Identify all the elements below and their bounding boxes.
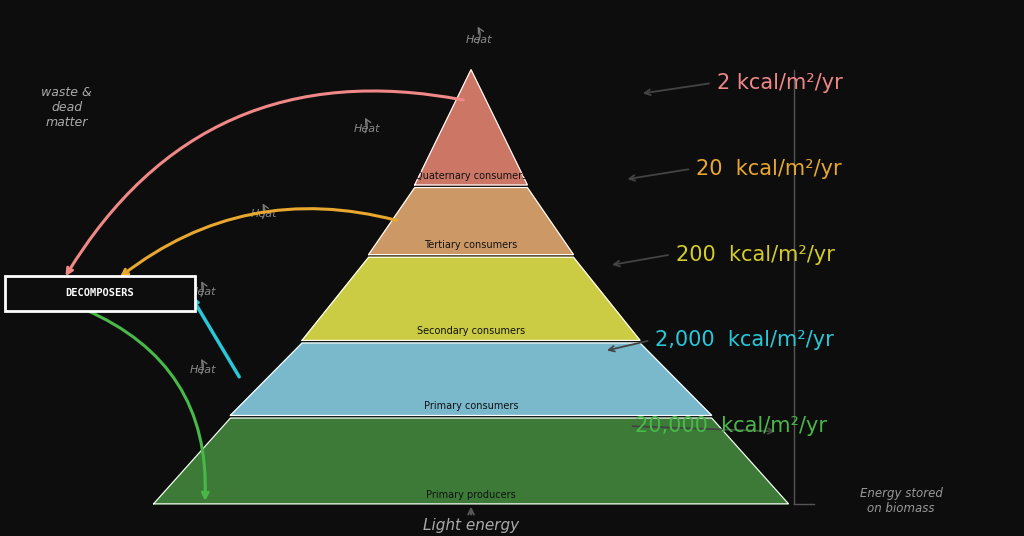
Text: Heat: Heat (189, 287, 216, 297)
Polygon shape (154, 418, 788, 504)
Text: 20  kcal/m²/yr: 20 kcal/m²/yr (696, 159, 842, 179)
Text: Primary producers: Primary producers (426, 489, 516, 500)
Text: Heat: Heat (353, 124, 380, 133)
Text: Heat: Heat (189, 365, 216, 375)
FancyBboxPatch shape (5, 276, 195, 311)
Text: DECOMPOSERS: DECOMPOSERS (66, 288, 134, 299)
Text: Heat: Heat (87, 279, 114, 289)
Text: Light energy: Light energy (423, 518, 519, 533)
Text: 200  kcal/m²/yr: 200 kcal/m²/yr (676, 244, 835, 265)
Polygon shape (230, 343, 712, 415)
Polygon shape (302, 257, 640, 340)
Text: Heat: Heat (251, 210, 278, 219)
Text: 2 kcal/m²/yr: 2 kcal/m²/yr (717, 73, 843, 93)
Text: 20,000  kcal/m²/yr: 20,000 kcal/m²/yr (635, 416, 827, 436)
Text: Heat: Heat (466, 35, 493, 45)
Polygon shape (415, 70, 527, 185)
Text: Quaternary consumers: Quaternary consumers (415, 170, 527, 181)
Polygon shape (369, 188, 573, 255)
Text: waste &
dead
matter: waste & dead matter (41, 86, 92, 129)
Text: Secondary consumers: Secondary consumers (417, 326, 525, 336)
Text: Primary consumers: Primary consumers (424, 401, 518, 411)
Text: Tertiary consumers: Tertiary consumers (424, 240, 518, 250)
Text: Energy stored
on biomass: Energy stored on biomass (860, 487, 942, 515)
Text: 2,000  kcal/m²/yr: 2,000 kcal/m²/yr (655, 330, 835, 351)
